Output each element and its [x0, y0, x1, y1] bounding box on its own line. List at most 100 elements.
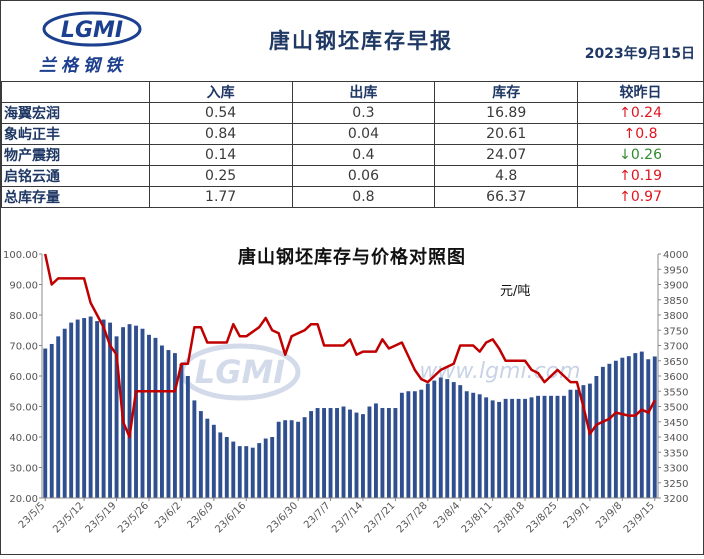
right-tick-label: 3200 — [663, 494, 688, 505]
inventory-bar — [620, 357, 625, 498]
table-row: 海翼宏润 0.54 0.3 16.89 ↑0.24 — [1, 102, 704, 124]
inventory-bar — [425, 383, 430, 498]
inventory-bar — [523, 398, 528, 498]
inventory-bar — [140, 328, 145, 498]
row-out: 0.06 — [291, 165, 436, 187]
inventory-bar — [549, 395, 553, 498]
inventory-bar — [147, 334, 151, 498]
inventory-bar — [166, 350, 171, 498]
inventory-bar — [257, 443, 262, 498]
inventory-bar — [43, 348, 48, 498]
row-stock: 20.61 — [434, 123, 579, 145]
x-tick-label: 23/6/2 — [153, 500, 184, 531]
row-in: 0.54 — [148, 102, 293, 124]
inventory-bar — [464, 391, 469, 498]
inventory-bar — [270, 437, 275, 498]
inventory-bar — [250, 447, 255, 498]
inventory-bar — [633, 353, 638, 498]
table-row: 启铭云通 0.25 0.06 4.8 ↑0.19 — [1, 165, 704, 187]
x-tick-label: 23/8/11 — [460, 500, 495, 535]
left-axis-ticks: 20.00 30.00 40.00 50.00 60.00 70.00 80.00 90.00… — [3, 250, 42, 505]
row-in: 0.14 — [148, 144, 293, 166]
column-header-change: 较昨日 — [577, 81, 704, 103]
right-axis-ticks: 3200 3250 3300 3350 3400 3450 3500 3550 3600 3650… — [658, 250, 688, 505]
inventory-bar — [536, 395, 540, 498]
inventory-bar — [205, 418, 210, 498]
x-tick-label: 23/9/15 — [622, 500, 657, 535]
row-change: ↑0.97 — [577, 186, 704, 208]
chart-axes — [41, 254, 659, 499]
x-tick-label: 23/6/16 — [213, 500, 248, 535]
row-name: 海翼宏润 — [1, 102, 150, 124]
inventory-bar — [471, 392, 476, 498]
price-line-group — [43, 253, 656, 439]
inventory-bar — [432, 380, 437, 498]
row-stock: 24.07 — [434, 144, 579, 166]
inventory-bar — [587, 383, 592, 498]
inventory-bar — [127, 324, 132, 498]
inventory-bar — [283, 420, 288, 498]
inventory-bar — [477, 394, 482, 498]
x-tick-label: 23/8/25 — [525, 500, 560, 535]
inventory-bar — [607, 363, 612, 498]
chart-title: 唐山钢坯库存与价格对照图 — [238, 247, 466, 268]
inventory-bar — [367, 406, 372, 498]
inventory-bar — [82, 318, 87, 498]
inventory-bars — [43, 316, 657, 498]
right-tick-label: 3300 — [663, 464, 688, 475]
row-name: 启铭云通 — [1, 165, 150, 187]
inventory-bar — [419, 389, 424, 498]
inventory-bar — [160, 345, 164, 498]
inventory-bar — [237, 446, 242, 498]
lgmi-logo: LGMI 兰格钢铁 — [25, 9, 155, 76]
x-tick-label: 23/9/1 — [561, 500, 592, 531]
inventory-bar — [490, 400, 495, 498]
inventory-bar — [56, 336, 61, 498]
row-out: 0.04 — [291, 123, 436, 145]
row-out: 0.8 — [291, 186, 436, 208]
inventory-bar — [179, 363, 184, 498]
inventory-bar — [626, 356, 631, 498]
inventory-bar — [309, 411, 314, 498]
inventory-bar — [380, 408, 385, 498]
row-name: 象屿正丰 — [1, 123, 150, 145]
inventory-bar — [172, 353, 177, 498]
inventory-bar — [555, 395, 560, 498]
x-tick-label: 23/8/18 — [492, 500, 527, 535]
left-tick-label: 20.00 — [9, 494, 38, 505]
inventory-bar — [484, 397, 489, 498]
right-tick-label: 3450 — [663, 418, 688, 429]
x-tick-label: 23/5/19 — [84, 500, 119, 535]
row-change: ↑0.19 — [577, 165, 704, 187]
inventory-bar — [516, 398, 521, 498]
x-tick-label: 23/9/8 — [594, 500, 625, 531]
row-name: 物产震翔 — [1, 144, 150, 166]
inventory-bar — [458, 385, 463, 498]
x-tick-label: 23/8/4 — [432, 500, 463, 531]
table-row: 象屿正丰 0.84 0.04 20.61 ↑0.8 — [1, 123, 704, 145]
right-tick-label: 3250 — [663, 479, 688, 490]
inventory-bar — [575, 389, 579, 498]
inventory-bar — [412, 391, 417, 498]
inventory-bar — [185, 376, 190, 498]
row-change: ↑0.24 — [577, 102, 704, 124]
inventory-bar — [328, 408, 333, 498]
inventory-bar — [88, 316, 93, 498]
inventory-bar — [542, 395, 547, 498]
page-title: 唐山钢坯库存早报 — [269, 29, 453, 53]
inventory-bar — [562, 395, 566, 498]
report-header: LGMI 兰格钢铁 唐山钢坯库存早报 2023年9月15日 — [1, 1, 703, 81]
right-tick-label: 3600 — [663, 372, 688, 383]
column-header-out: 出库 — [291, 81, 436, 103]
inventory-bar — [315, 408, 320, 498]
inventory-bar — [361, 414, 365, 498]
row-in: 1.77 — [148, 186, 293, 208]
right-tick-label: 3550 — [663, 387, 688, 398]
left-tick-label: 90.00 — [9, 281, 38, 292]
inventory-bar — [108, 322, 113, 498]
row-in: 0.84 — [148, 123, 293, 145]
inventory-bar — [276, 421, 281, 498]
inventory-bar — [75, 319, 80, 498]
